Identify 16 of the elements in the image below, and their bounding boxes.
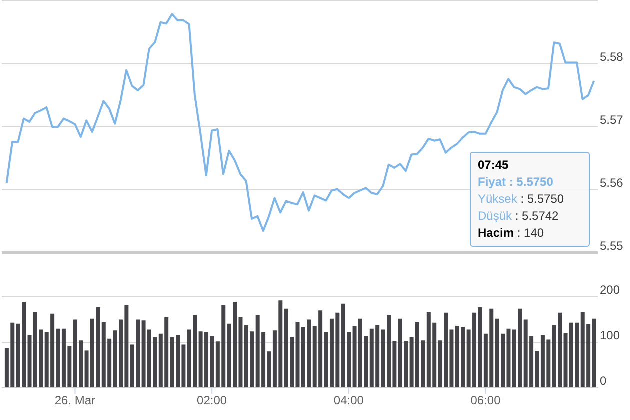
- y-tick-label: 5.55: [600, 239, 624, 253]
- x-tick-label: 26. Mar: [54, 394, 96, 408]
- annotation: Hacim : 140: [478, 226, 544, 240]
- y-tick-label: 0: [600, 374, 607, 388]
- x-tick-label: 06:00: [470, 394, 502, 408]
- annotation: Düşük : 5.5742: [478, 209, 559, 223]
- y-tick-label: 5.56: [600, 176, 624, 190]
- y-tick-label: 5.58: [600, 50, 624, 64]
- annotation: 07:45: [478, 157, 510, 174]
- annotation: Fiyat : 5.5750: [478, 175, 554, 189]
- y-tick-label: 5.57: [600, 113, 624, 127]
- x-tick-label: 02:00: [197, 394, 228, 408]
- y-tick-label: 200: [600, 283, 620, 297]
- annotation: Yüksek : 5.5750: [478, 192, 564, 206]
- x-tick-label: 04:00: [334, 394, 364, 408]
- y-tick-label: 100: [600, 328, 620, 342]
